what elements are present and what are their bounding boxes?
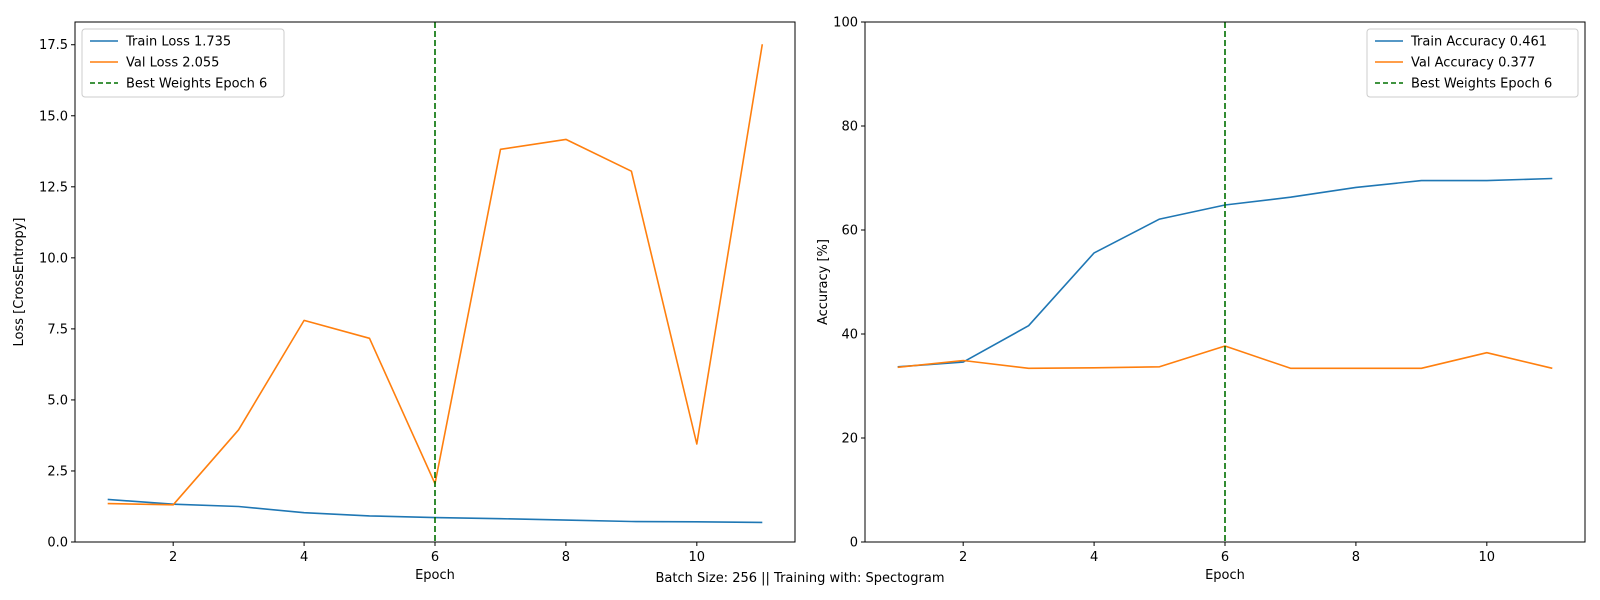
accuracy-x-tick-label: 2 bbox=[959, 550, 967, 565]
accuracy-y-tick-label: 0 bbox=[850, 536, 858, 551]
accuracy-y-tick-label: 100 bbox=[833, 16, 858, 31]
loss-y-tick-label: 5.0 bbox=[47, 393, 68, 408]
loss-x-tick-label: 8 bbox=[562, 550, 570, 565]
accuracy-x-axis-label: Epoch bbox=[1205, 568, 1245, 583]
loss-x-tick-label: 4 bbox=[300, 550, 308, 565]
accuracy-y-axis-label: Accuracy [%] bbox=[816, 239, 831, 325]
loss-legend-label: Train Loss 1.735 bbox=[125, 35, 231, 50]
loss-x-tick-label: 2 bbox=[169, 550, 177, 565]
accuracy-y-tick-label: 60 bbox=[841, 224, 858, 239]
accuracy-x-tick-label: 8 bbox=[1352, 550, 1360, 565]
accuracy-y-tick-label: 40 bbox=[841, 328, 858, 343]
loss-legend-label: Val Loss 2.055 bbox=[126, 56, 219, 71]
loss-y-tick-label: 15.0 bbox=[39, 109, 68, 124]
loss-x-axis-label: Epoch bbox=[415, 568, 455, 583]
loss-y-tick-label: 0.0 bbox=[47, 536, 68, 551]
loss-legend-box bbox=[81, 28, 285, 98]
loss-x-tick-label: 6 bbox=[431, 550, 439, 565]
accuracy-legend-label: Val Accuracy 0.377 bbox=[1411, 56, 1535, 71]
loss-y-axis-label: Loss [CrossEntropy] bbox=[12, 218, 27, 347]
loss-legend-label: Best Weights Epoch 6 bbox=[126, 77, 267, 92]
accuracy-x-tick-label: 6 bbox=[1221, 550, 1229, 565]
accuracy-x-tick-label: 4 bbox=[1090, 550, 1098, 565]
accuracy-legend-label: Train Accuracy 0.461 bbox=[1410, 35, 1547, 50]
loss-y-tick-label: 7.5 bbox=[47, 322, 68, 337]
loss-x-tick-label: 10 bbox=[689, 550, 706, 565]
accuracy-legend-label: Best Weights Epoch 6 bbox=[1411, 77, 1552, 92]
loss-y-tick-label: 17.5 bbox=[39, 38, 68, 53]
loss-y-tick-label: 2.5 bbox=[47, 464, 68, 479]
figure-caption: Batch Size: 256 || Training with: Specto… bbox=[656, 571, 945, 586]
accuracy-x-tick-label: 10 bbox=[1479, 550, 1496, 565]
accuracy-y-tick-label: 20 bbox=[841, 432, 858, 447]
accuracy-legend: Train Accuracy 0.461 Val Accuracy 0.377 Be… bbox=[1366, 28, 1579, 98]
loss-chart: 2 4 6 8 10 0.0 2.5 5.0 7.5 10.0 12.5 15.0 17.5 Epoch L… bbox=[12, 21, 796, 583]
accuracy-legend-box bbox=[1366, 28, 1579, 98]
loss-y-tick-label: 10.0 bbox=[39, 251, 68, 266]
accuracy-y-tick-label: 80 bbox=[841, 120, 858, 135]
loss-y-tick-label: 12.5 bbox=[39, 180, 68, 195]
loss-legend: Train Loss 1.735 Val Loss 2.055 Best Weigh… bbox=[81, 28, 285, 98]
